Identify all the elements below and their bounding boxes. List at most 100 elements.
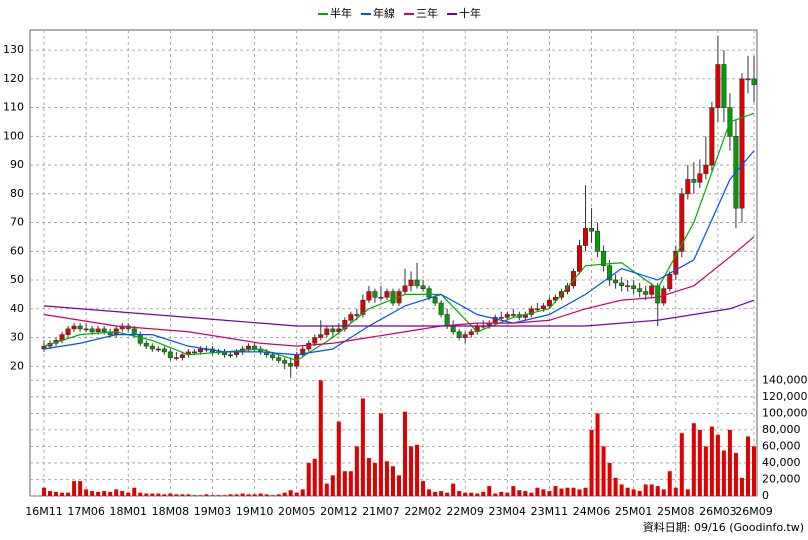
ma-line [43,112,755,362]
volume-bar [625,487,630,496]
candle-body [631,285,637,289]
volume-bar [637,491,642,496]
candle-body [131,328,137,335]
candle-body [450,325,456,333]
candle-body [739,78,745,209]
footer: 資料日期: 09/16 (Goodinfo.tw) [643,520,804,534]
candle-body [697,173,703,183]
candle-body [330,328,336,333]
x-tick-label: 24M06 [573,505,611,518]
candle-body [498,317,504,319]
volume-bar [354,446,359,496]
y-tick-label: 70 [10,216,24,229]
volume-bar [679,433,684,496]
volume-tick-label: 80,000 [762,423,801,436]
volume-bar [535,487,540,496]
volume-bar [42,487,46,496]
volume-bar [234,494,239,496]
volume-bar [282,492,287,496]
candle-body [402,285,408,292]
candle-body [432,296,438,304]
volume-bar [54,491,59,496]
volume-bar [655,486,660,496]
y-tick-label: 90 [10,158,24,171]
y-tick-label: 30 [10,331,24,344]
volume-bar [583,487,588,496]
legend: 半年 年線 三年 十年 [318,6,481,20]
volume-bar [78,481,83,496]
candle-body [324,328,330,335]
candle-body [276,357,282,361]
y-tick-label: 80 [10,187,24,200]
volume-tick-label: 100,000 [762,406,808,419]
legend-label: 半年 [330,6,352,20]
candle-body [643,291,649,295]
volume-bar [505,492,510,496]
volume-bar [673,487,678,496]
volume-bar [727,429,732,496]
candle-body [360,299,366,315]
volume-bar [204,494,209,496]
candle-body [655,285,661,304]
candle-body [468,331,474,335]
volume-bar [457,491,462,496]
candle-body [438,302,444,315]
candle-body [625,285,631,288]
y-tick-label: 110 [3,101,24,114]
volume-bar [691,423,696,496]
candle-body [673,250,679,275]
volume-bar [306,462,311,496]
candle-body [89,328,95,333]
candle-body [649,285,655,295]
volume-bar [469,492,474,496]
volume-bar [198,495,203,496]
candle-body [161,348,167,353]
volume-bar [90,491,95,496]
volume-bar [348,471,353,496]
candle-body [564,285,570,292]
candle-body [71,325,77,330]
volume-bar [415,444,420,496]
volume-bar [427,489,432,496]
volume-bar [577,489,582,496]
y-tick-label: 60 [10,244,24,257]
volume-bar [421,481,426,496]
volume-bar [739,477,744,496]
volume-bar [403,411,408,496]
candle-body [528,308,534,315]
volume-bar [192,495,197,496]
candle-body [595,230,601,252]
candle-body [540,305,546,310]
volume-tick-label: 60,000 [762,439,801,452]
volume-bar [48,491,53,496]
candle-body [372,291,378,298]
candle-body [143,342,149,347]
volume-bar [258,493,263,496]
candle-body [637,288,643,292]
y-tick-label: 120 [3,72,24,85]
candle-body [745,78,751,81]
volume-bar [156,493,161,496]
volume-bar [517,490,522,496]
candle-body [589,228,595,232]
volume-bar [643,484,648,496]
volume-bar [745,436,750,496]
volume-bar [330,475,335,496]
volume-bar [589,429,594,496]
volume-bar [336,421,341,496]
candle-body [408,279,414,287]
candle-body [703,164,709,174]
volume-bar [60,492,65,496]
volume-bar [445,492,450,496]
volume-bar [138,492,143,496]
candle-body [137,334,143,344]
x-tick-label: 17M06 [67,505,105,518]
volume-bar [703,446,708,496]
volume-bar [390,466,395,496]
candle-body [342,319,348,330]
volume-bar [715,434,720,496]
volume-bar [360,398,365,496]
legend-label: 三年 [416,6,438,20]
